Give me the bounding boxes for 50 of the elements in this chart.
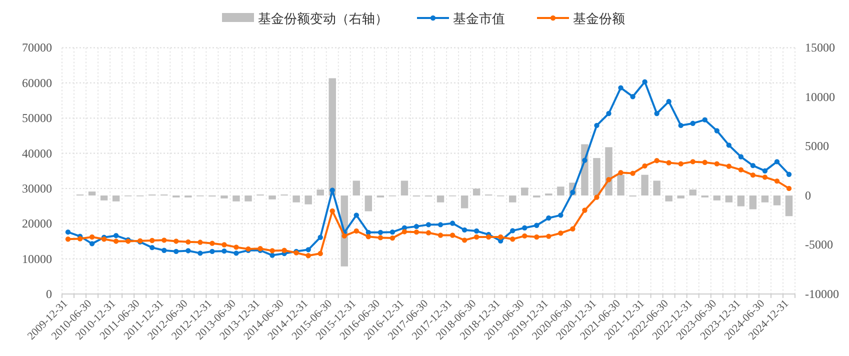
- y-tick-label: 30000: [22, 181, 52, 196]
- bar: [749, 195, 757, 210]
- legend-label: 基金市值: [453, 11, 505, 26]
- bar: [112, 195, 120, 202]
- bar: [653, 180, 660, 196]
- bar: [460, 195, 468, 208]
- y2-tick-label: -5000: [805, 238, 833, 252]
- bar: [472, 188, 480, 196]
- bar: [436, 195, 444, 202]
- bar: [352, 180, 360, 196]
- bar: [244, 195, 252, 202]
- bar: [557, 186, 564, 196]
- bar: [665, 195, 672, 202]
- bar: [364, 195, 372, 212]
- bar: [316, 190, 324, 196]
- y-tick-label: 60000: [22, 76, 52, 90]
- bar: [220, 195, 228, 198]
- y2-tick-label: 0: [805, 188, 811, 202]
- y-tick-label: 10000: [22, 252, 52, 266]
- y-tick-label: 50000: [22, 111, 52, 126]
- legend-label: 基金份额变动（右轴）: [258, 11, 388, 26]
- bar: [641, 174, 648, 196]
- y2-tick-label: 5000: [805, 139, 829, 154]
- bar: [268, 195, 276, 200]
- bar: [100, 195, 108, 200]
- bar: [605, 147, 612, 196]
- legend-label: 基金份额: [573, 11, 625, 26]
- y-tick-label: 70000: [22, 40, 52, 55]
- bar: [292, 195, 300, 202]
- y-tick-label: 40000: [22, 146, 52, 160]
- bar: [713, 195, 720, 200]
- y-tick-label: 0: [46, 287, 52, 301]
- y2-tick-label: 10000: [805, 90, 835, 104]
- bar: [521, 188, 528, 196]
- bar: [689, 190, 696, 196]
- y2-tick-label: -10000: [805, 287, 839, 301]
- bar: [761, 195, 769, 202]
- bar: [737, 195, 745, 206]
- bar: [328, 78, 336, 196]
- bar: [725, 195, 733, 202]
- bar: [88, 192, 96, 196]
- bar: [509, 195, 516, 202]
- y-tick-label: 20000: [22, 216, 52, 231]
- bar: [232, 195, 240, 202]
- bar: [400, 180, 408, 196]
- bar: [304, 195, 312, 204]
- bar: [785, 195, 793, 216]
- bar: [773, 195, 781, 206]
- y2-tick-label: 15000: [805, 40, 835, 55]
- bar: [677, 195, 684, 198]
